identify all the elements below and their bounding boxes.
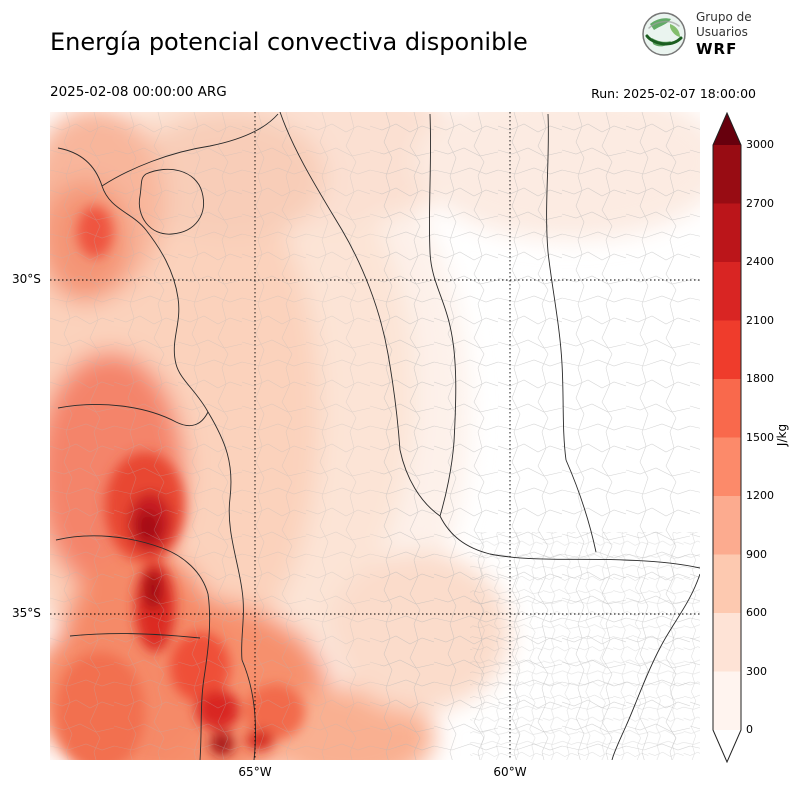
colorbar bbox=[712, 112, 742, 763]
colorbar-over-triangle bbox=[713, 113, 741, 145]
colorbar-tick-label: 2700 bbox=[746, 196, 774, 210]
page-title: Energía potencial convectiva disponible bbox=[50, 28, 528, 56]
colorbar-tick-label: 1800 bbox=[746, 372, 774, 385]
colorbar-segment bbox=[713, 320, 741, 380]
colorbar-segment bbox=[713, 554, 741, 614]
colorbar-segment bbox=[713, 262, 741, 321]
colorbar-under-triangle bbox=[713, 730, 741, 762]
cape-map bbox=[50, 112, 700, 760]
logo: Grupo de Usuarios WRF bbox=[640, 10, 752, 59]
lat-label-30s: 30°S bbox=[12, 272, 41, 286]
colorbar-segment bbox=[713, 613, 741, 672]
valid-time-label: 2025-02-08 00:00:00 ARG bbox=[50, 84, 227, 100]
colorbar-tick-label: 1500 bbox=[746, 430, 774, 444]
colorbar-segment bbox=[713, 437, 741, 497]
province-boundaries bbox=[55, 112, 700, 760]
colorbar-segment bbox=[713, 379, 741, 438]
colorbar-units-label: J/kg bbox=[775, 423, 789, 447]
department-boundaries-west bbox=[50, 112, 380, 760]
graticule bbox=[50, 112, 700, 760]
logo-line1: Grupo de bbox=[696, 10, 752, 24]
colorbar-segment bbox=[713, 145, 741, 204]
map-area bbox=[50, 112, 700, 760]
colorbar-tick-label: 2100 bbox=[746, 313, 774, 327]
colorbar-tick-label: 600 bbox=[746, 606, 767, 619]
colorbar-segments bbox=[713, 145, 741, 731]
colorbar-ticks: 3000 2700 2400 2100 1800 1500 1200 900 600 300 0 bbox=[746, 112, 786, 763]
colorbar-tick-label: 1200 bbox=[746, 489, 774, 502]
colorbar-segment bbox=[713, 203, 741, 263]
run-time-label: Run: 2025-02-07 18:00:00 bbox=[591, 86, 756, 101]
logo-line3: WRF bbox=[696, 40, 738, 58]
lat-label-35s: 35°S bbox=[12, 606, 41, 620]
lon-label-60w: 60°W bbox=[493, 765, 527, 779]
colorbar-tick-label: 0 bbox=[746, 723, 753, 736]
department-boundaries-southeast bbox=[470, 532, 700, 760]
colorbar-tick-label: 3000 bbox=[746, 138, 774, 151]
colorbar-tick-label: 2400 bbox=[746, 255, 774, 268]
lon-label-65w: 65°W bbox=[238, 765, 272, 779]
colorbar-segment bbox=[713, 671, 741, 731]
colorbar-tick-label: 300 bbox=[746, 664, 767, 678]
wrf-globe-icon bbox=[642, 12, 686, 57]
colorbar-outline bbox=[712, 112, 742, 763]
colorbar-tick-label: 900 bbox=[746, 547, 767, 561]
colorbar-segment bbox=[713, 496, 741, 555]
logo-line2: Usuarios bbox=[696, 25, 748, 39]
